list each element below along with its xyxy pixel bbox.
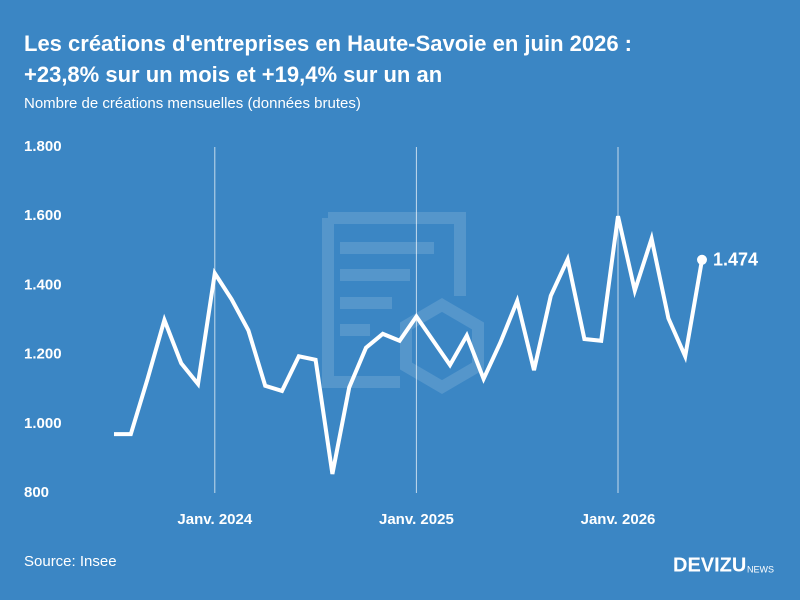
value-label: 1.474 [713,250,758,270]
data-line [114,215,704,475]
brand-suffix: NEWS [747,564,774,574]
y-tick-label: 800 [24,484,49,501]
brand: DEVIZU [673,554,746,576]
chart-title: +23,8% sur un mois et +19,4% sur un an [24,62,442,87]
y-tick-label: 1.600 [24,207,62,224]
source: Source: Insee [24,553,117,570]
x-tick-label: Janv. 2024 [177,511,252,528]
x-tick-label: Janv. 2025 [379,511,454,528]
x-tick-label: Janv. 2026 [581,511,656,528]
y-tick-label: 1.800 [24,138,62,155]
y-tick-label: 1.000 [24,415,62,432]
chart-title: Les créations d'entreprises en Haute-Sav… [24,31,632,56]
end-point [697,254,707,265]
chart-subtitle: Nombre de créations mensuelles (données … [24,95,361,112]
y-tick-label: 1.200 [24,346,62,363]
watermark [322,212,484,394]
y-tick-label: 1.400 [24,276,62,293]
